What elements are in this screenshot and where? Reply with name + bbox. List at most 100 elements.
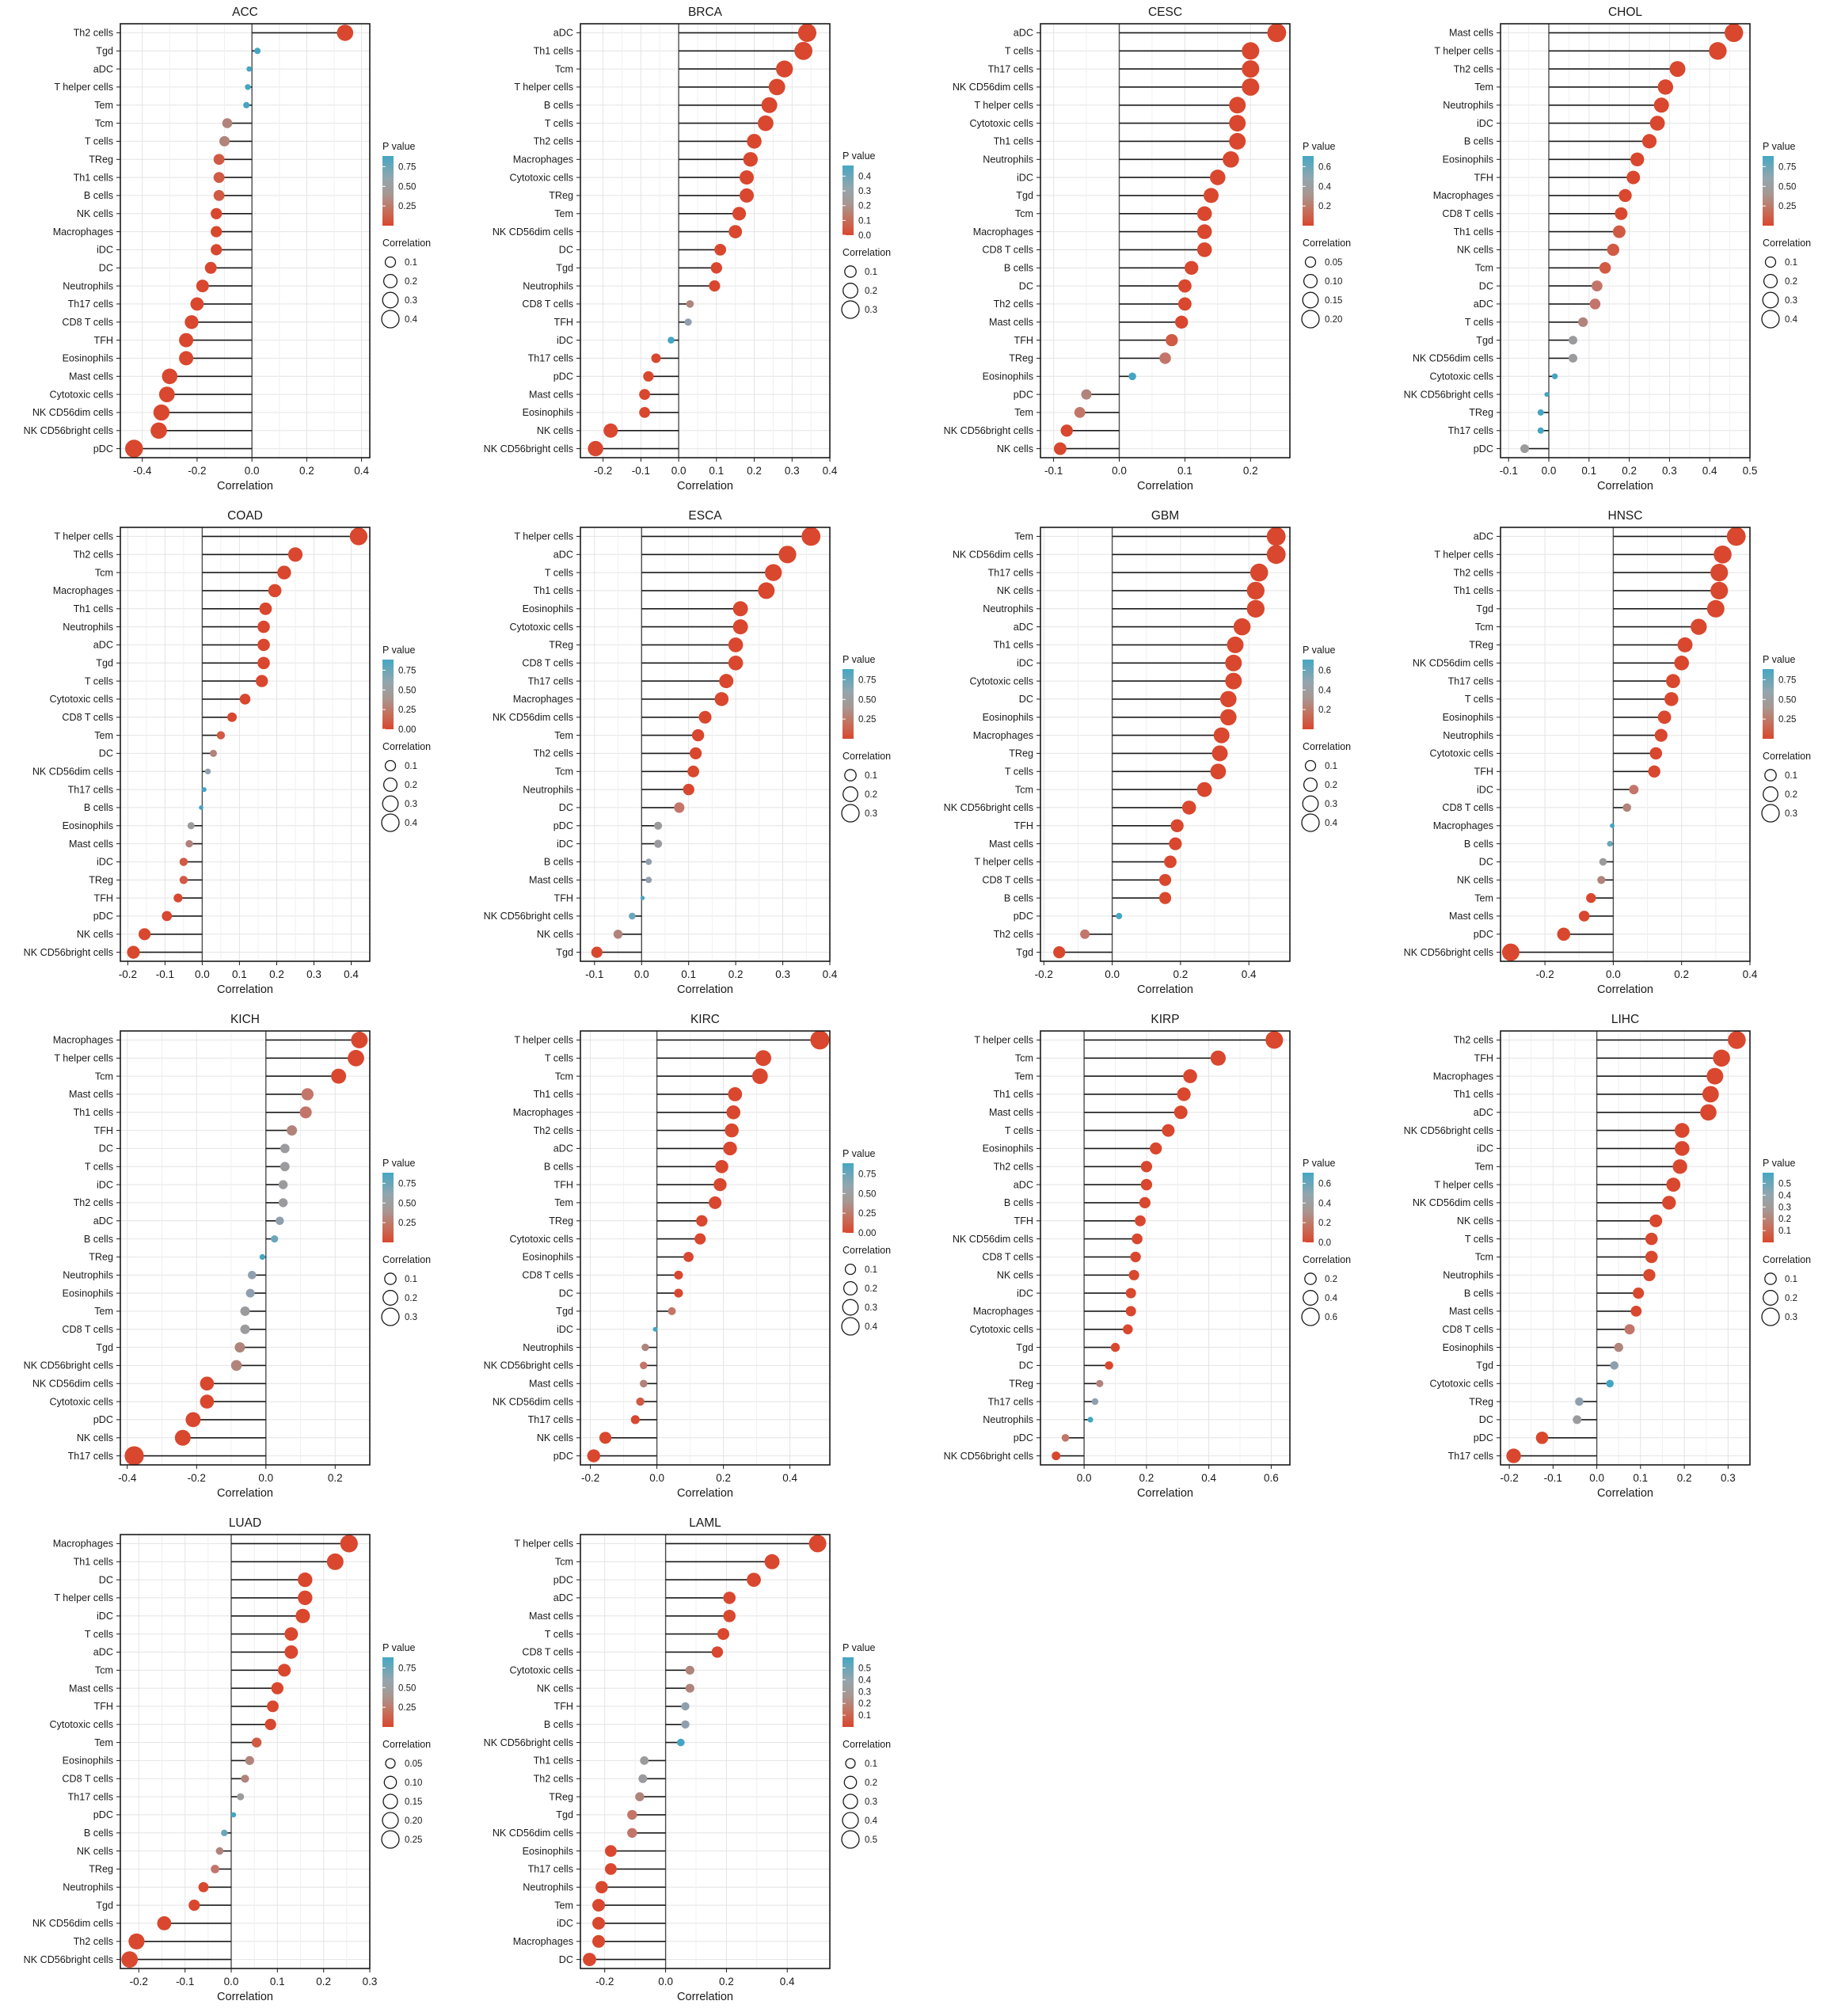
y-axis-label: T helper cells xyxy=(974,857,1033,868)
panel-title: HNSC xyxy=(1608,509,1643,523)
lollipop-point xyxy=(768,78,785,96)
y-axis-label: Th2 cells xyxy=(74,1197,113,1208)
y-axis-label: TFH xyxy=(1014,1215,1033,1227)
y-axis-label: T cells xyxy=(1005,766,1033,778)
size-legend-circle xyxy=(845,1758,856,1769)
x-axis-title: Correlation xyxy=(1597,1487,1653,1500)
panel-LAML: T helper cells Tcm pDC aDC Mast cells T cells… xyxy=(460,1511,920,2014)
lollipop-point xyxy=(1265,1031,1284,1049)
chart-LAML: T helper cells Tcm pDC aDC Mast cells T cells… xyxy=(484,1516,892,2003)
lollipop-point xyxy=(687,765,699,778)
y-axis-label: TReg xyxy=(549,640,573,651)
y-axis-label: Th17 cells xyxy=(988,567,1033,578)
chart-KICH: Macrophages T helper cells Tcm Mast cells Th… xyxy=(24,1013,432,1500)
y-axis-label: Tem xyxy=(94,730,113,741)
lollipop-point xyxy=(1535,1432,1549,1444)
panel-LIHC: Th2 cells TFH Macrophages Th1 cells aDC NK CD… xyxy=(1380,1007,1840,1511)
x-tick-label: 0.4 xyxy=(782,1472,797,1484)
p-legend-tick-label: 0.3 xyxy=(858,1687,871,1697)
x-tick-label: 0.0 xyxy=(1606,968,1621,980)
plot-area xyxy=(1040,1031,1290,1465)
size-legend-circle xyxy=(381,310,400,329)
x-tick-label: 0.4 xyxy=(823,465,838,477)
lollipop-point xyxy=(1672,1159,1687,1174)
lollipop-point xyxy=(1633,1288,1645,1299)
x-tick-label: 0.4 xyxy=(1201,1472,1216,1484)
lollipop-point xyxy=(630,1415,640,1425)
lollipop-point xyxy=(583,1953,596,1966)
y-axis-label: Macrophages xyxy=(973,226,1033,238)
x-tick-label: -0.1 xyxy=(585,968,603,980)
size-legend-label: 0.3 xyxy=(1325,800,1337,809)
lollipop-point xyxy=(1666,674,1680,688)
y-axis-label: CD8 T cells xyxy=(1442,208,1493,219)
size-legend-label: 0.10 xyxy=(1325,277,1342,287)
y-axis-label: B cells xyxy=(1464,1288,1493,1299)
p-value-gradient xyxy=(1763,669,1774,739)
lollipop-point xyxy=(778,546,797,564)
size-legend-label: 0.3 xyxy=(405,1313,417,1322)
x-tick-label: 0.2 xyxy=(316,1976,331,1987)
lollipop-point xyxy=(726,1105,740,1120)
lollipop-point xyxy=(1669,61,1686,78)
p-legend-tick-label: 0.75 xyxy=(398,1179,416,1189)
y-axis-label: iDC xyxy=(1017,172,1033,183)
y-axis-label: Mast cells xyxy=(989,839,1033,850)
lollipop-point xyxy=(1220,709,1237,726)
x-tick-label: 0.3 xyxy=(363,1976,378,1987)
y-axis-label: CD8 T cells xyxy=(522,1647,573,1658)
size-legend-title: Correlation xyxy=(1763,1254,1811,1265)
size-legend-label: 0.2 xyxy=(405,277,417,287)
lollipop-point xyxy=(1597,876,1606,884)
plot-area xyxy=(120,24,370,458)
lollipop-point xyxy=(1158,873,1172,886)
lollipop-point xyxy=(1196,224,1212,239)
lollipop-point xyxy=(1592,280,1603,291)
lollipop-point xyxy=(732,601,748,617)
size-legend-label: 0.3 xyxy=(1785,809,1797,819)
y-axis-label: pDC xyxy=(93,911,113,922)
p-value-legend-title: P value xyxy=(1303,141,1336,152)
lollipop-point xyxy=(1227,636,1244,653)
y-axis-label: NK CD56dim cells xyxy=(493,1396,573,1407)
y-axis-label: Tgd xyxy=(1016,1342,1033,1353)
p-legend-tick-label: 0.25 xyxy=(398,1219,416,1228)
x-axis-title: Correlation xyxy=(677,983,733,996)
p-legend-tick-label: 0.4 xyxy=(1318,686,1332,695)
x-tick-label: 0.2 xyxy=(1677,1472,1692,1484)
lollipop-point xyxy=(1674,656,1689,671)
x-tick-label: -0.2 xyxy=(1500,1472,1518,1484)
y-axis-label: TFH xyxy=(94,1701,113,1712)
lollipop-point xyxy=(1713,1049,1730,1067)
y-axis-label: NK CD56bright cells xyxy=(484,443,573,455)
y-axis-label: Neutrophils xyxy=(1443,100,1493,111)
lollipop-point xyxy=(627,1809,637,1820)
size-legend-label: 0.3 xyxy=(865,809,877,819)
lollipop-point xyxy=(710,262,722,274)
y-axis-label: Eosinophils xyxy=(63,820,113,831)
chart-KIRC: T helper cells T cells Tcm Th1 cells Macroph… xyxy=(484,1013,892,1500)
size-legend-label: 0.1 xyxy=(1325,762,1337,771)
chart-GBM: Tem NK CD56dim cells Th17 cells NK cells Neu… xyxy=(944,509,1352,996)
y-axis-label: iDC xyxy=(557,1324,573,1335)
y-axis-label: aDC xyxy=(553,28,573,39)
x-tick-label: 0.2 xyxy=(747,465,762,477)
lollipop-point xyxy=(200,1376,215,1391)
lollipop-point xyxy=(1210,169,1226,185)
size-legend-circle xyxy=(1761,1307,1780,1326)
lollipop-point xyxy=(1615,207,1628,220)
panel-border xyxy=(120,1534,371,1969)
lollipop-point xyxy=(681,1702,690,1711)
y-axis-label: Th2 cells xyxy=(1454,1035,1493,1046)
lollipop-point xyxy=(1662,1196,1676,1210)
lollipop-point xyxy=(351,1031,368,1048)
y-axis-label: Th17 cells xyxy=(68,1791,113,1802)
lollipop-point xyxy=(1537,427,1544,434)
y-axis-label: DC xyxy=(559,1288,573,1299)
y-axis-label: NK CD56dim cells xyxy=(953,82,1033,93)
y-axis-label: pDC xyxy=(1014,911,1033,922)
y-axis-label: Tgd xyxy=(96,1342,113,1353)
panel-border xyxy=(1040,23,1291,458)
lollipop-point xyxy=(761,97,778,113)
y-axis-label: aDC xyxy=(553,1143,573,1154)
